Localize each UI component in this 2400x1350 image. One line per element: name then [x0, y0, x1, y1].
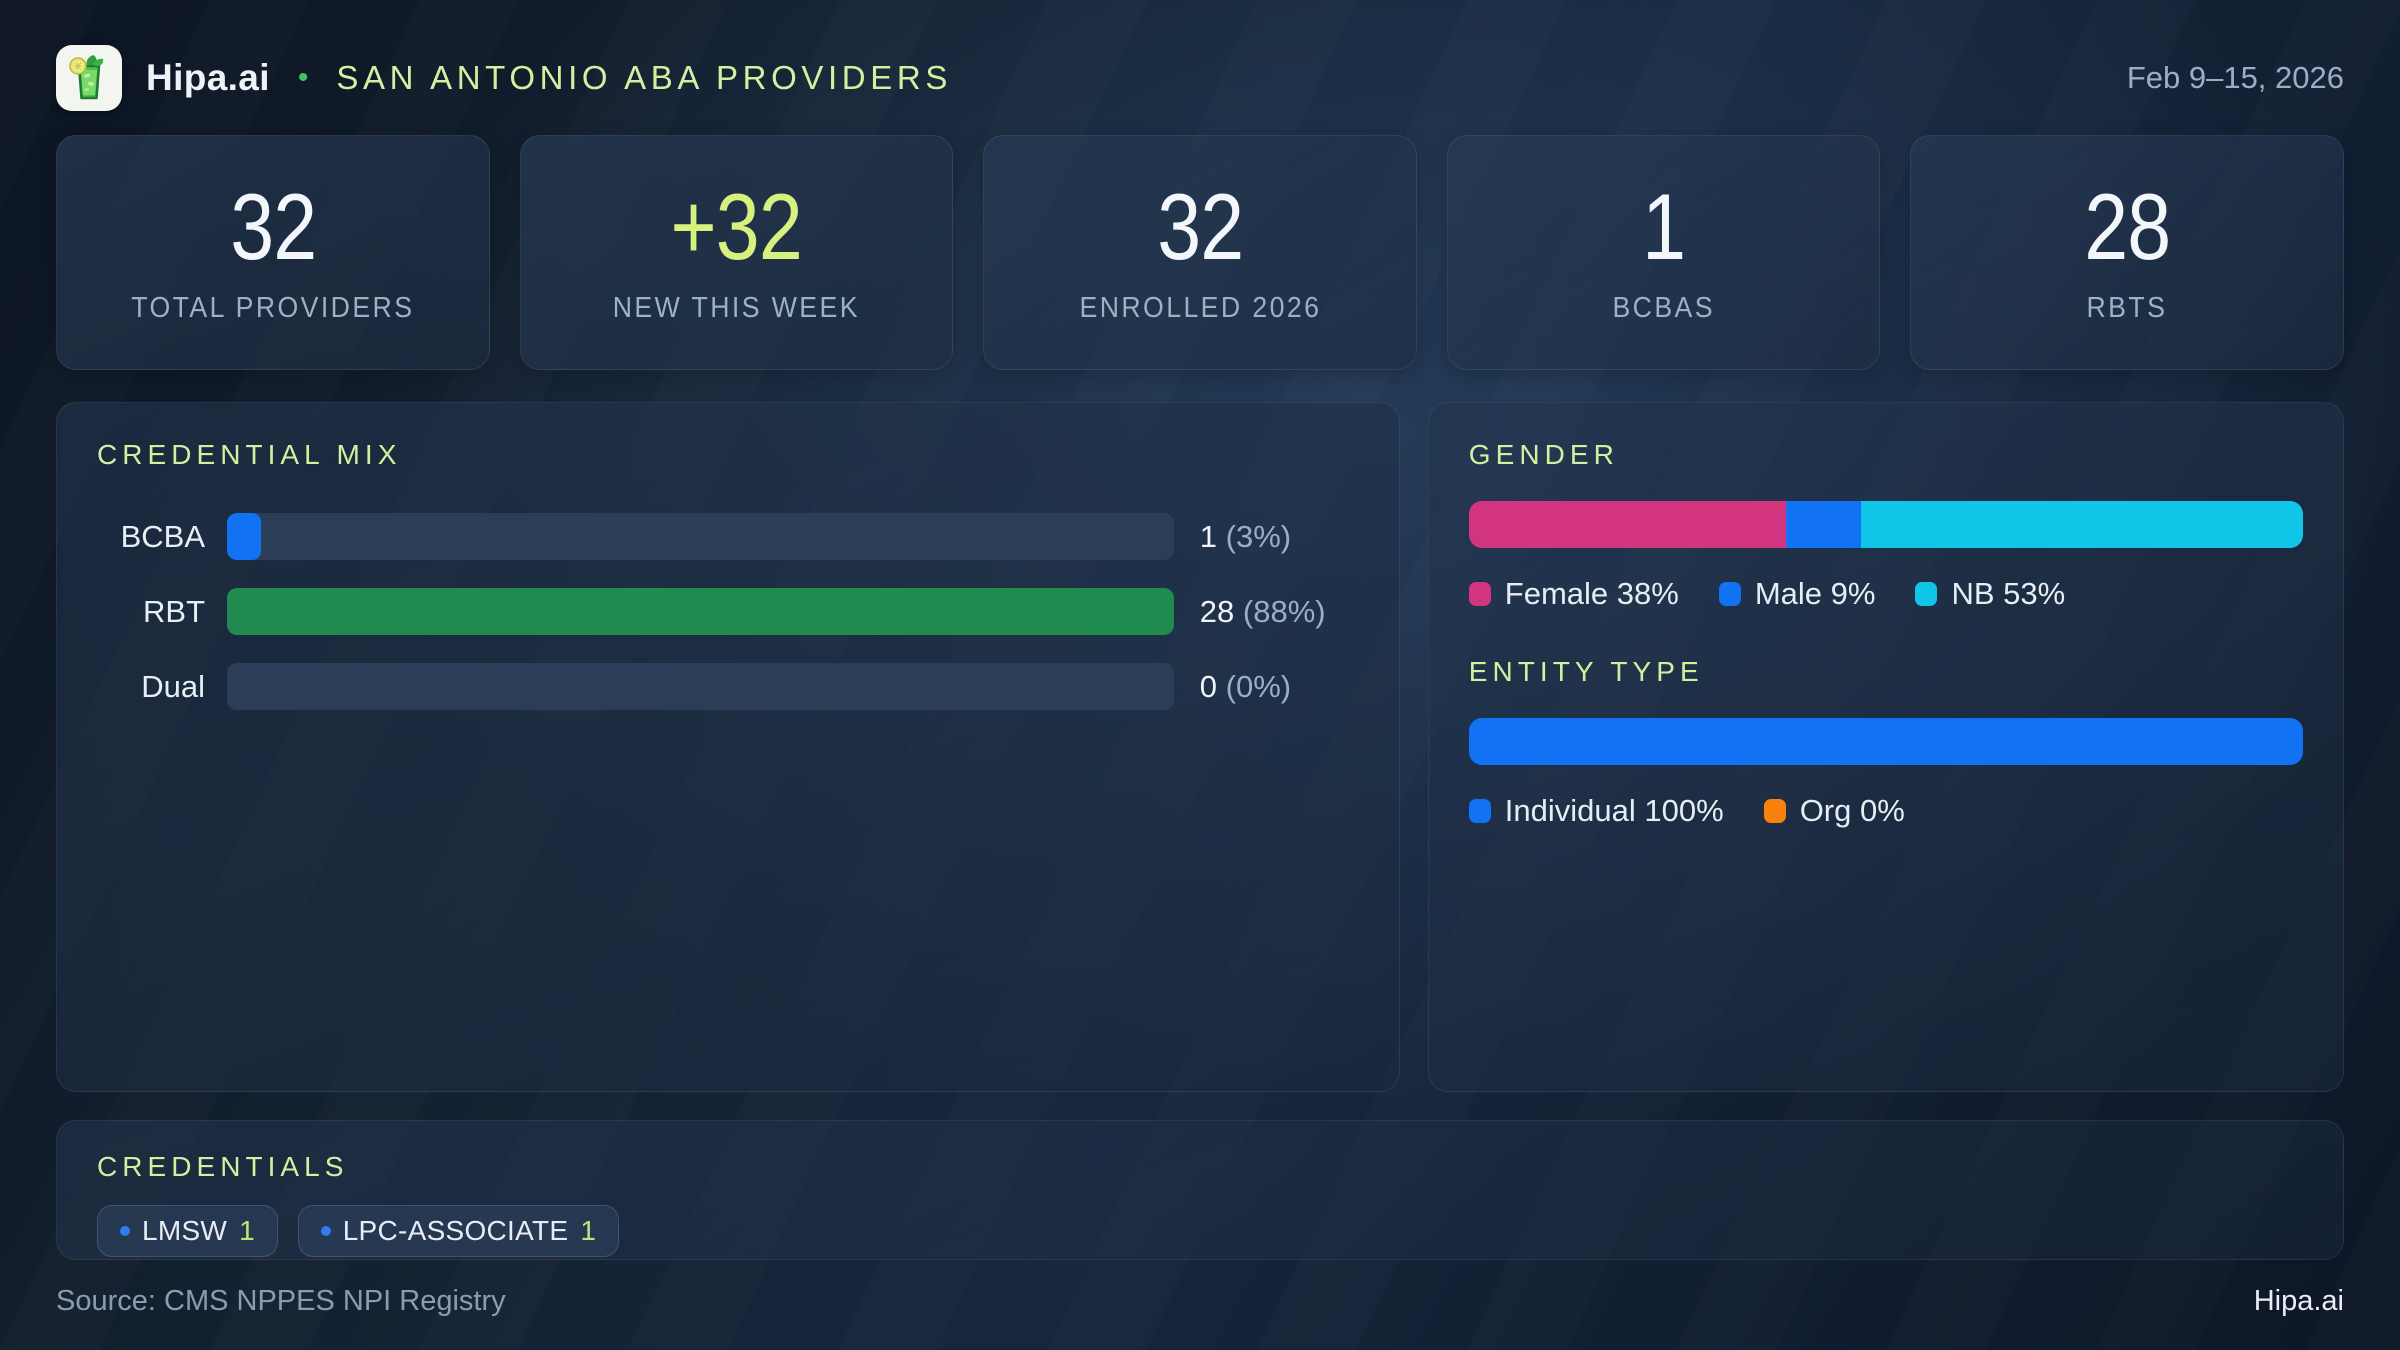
stat-label: NEW THIS WEEK [612, 292, 860, 324]
legend-label: Org 0% [1799, 793, 1905, 828]
credential-bar-fill [227, 588, 1174, 635]
gender-legend: Female 38% Male 9% NB 53% [1468, 576, 2303, 612]
credential-bar-track [227, 663, 1174, 710]
chip-dot-icon [120, 1226, 130, 1236]
stat-card-rbts: 28 RBTS [1910, 135, 2344, 370]
footer: Source: CMS NPPES NPI Registry Hipa.ai [56, 1285, 2344, 1326]
gender-stacked-bar [1468, 501, 2303, 548]
chip-count: 1 [580, 1215, 596, 1246]
footer-brand: Hipa.ai [2253, 1285, 2344, 1317]
demographics-panel: GENDER Female 38% Male 9% NB 53% ENTITY … [1427, 402, 2344, 1092]
chip-count: 1 [239, 1215, 255, 1246]
date-range: Feb 9–15, 2026 [2126, 60, 2344, 95]
stat-card-bcbas: 1 BCBAS [1446, 135, 1881, 370]
legend-label: Female 38% [1504, 576, 1679, 611]
credentials-panel: CREDENTIALS LMSW 1 LPC-ASSOCIATE 1 [56, 1120, 2344, 1260]
legend-label: Individual 100% [1504, 793, 1724, 828]
brand-name: Hipa.ai [146, 57, 270, 98]
credential-row-label: BCBA [120, 518, 205, 554]
data-source-note: Source: CMS NPPES NPI Registry [56, 1285, 506, 1317]
credential-chips: LMSW 1 LPC-ASSOCIATE 1 [97, 1205, 2303, 1257]
app-logo [56, 45, 122, 111]
entity-type-stacked-bar [1468, 718, 2303, 765]
stat-label: BCBAS [1612, 292, 1715, 324]
stat-label: ENROLLED 2026 [1079, 292, 1321, 324]
credential-mix-panel: CREDENTIAL MIX BCBA 1 (3%) RBT 28 (88%) … [56, 402, 1400, 1092]
gender-legend-female: Female 38% [1468, 576, 1679, 612]
stat-card-enrolled-2026: 32 ENROLLED 2026 [983, 135, 1417, 370]
gender-segment-nb [1860, 501, 2303, 548]
stat-value: 1 [1642, 174, 1686, 279]
gender-title: GENDER [1468, 439, 1619, 470]
gender-legend-male: Male 9% [1718, 576, 1876, 612]
credential-row-value: 28 (88%) [1199, 593, 1326, 629]
stat-value: 32 [229, 174, 317, 279]
legend-swatch-icon [1763, 799, 1786, 823]
credentials-title: CREDENTIALS [97, 1151, 349, 1182]
credential-row-value: 1 (3%) [1199, 518, 1292, 554]
credential-row-rbt: RBT 28 (88%) [97, 588, 1359, 635]
stat-cards-row: 32 TOTAL PROVIDERS +32 NEW THIS WEEK 32 … [56, 135, 2344, 370]
legend-swatch-icon [1915, 582, 1938, 606]
chip-label: LMSW [142, 1215, 228, 1246]
legend-swatch-icon [1718, 582, 1741, 606]
page-title: SAN ANTONIO ABA PROVIDERS [336, 59, 952, 96]
gender-legend-nb: NB 53% [1915, 576, 2065, 612]
separator-dot-icon: • [297, 61, 309, 94]
stat-value: +32 [670, 174, 803, 279]
mojito-glass-icon [69, 55, 104, 100]
legend-swatch-icon [1468, 799, 1491, 823]
stat-value: 32 [1156, 174, 1244, 279]
gender-segment-female [1468, 501, 1786, 548]
credential-chip-lpc-associate: LPC-ASSOCIATE 1 [297, 1205, 619, 1257]
credential-row-label: RBT [143, 593, 205, 629]
main-panels: CREDENTIAL MIX BCBA 1 (3%) RBT 28 (88%) … [56, 402, 2344, 1092]
entity-type-legend: Individual 100% Org 0% [1468, 793, 2303, 829]
entity-legend-org: Org 0% [1763, 793, 1905, 829]
credential-row-dual: Dual 0 (0%) [97, 663, 1359, 710]
credential-bar-track [227, 588, 1174, 635]
stat-card-new-this-week: +32 NEW THIS WEEK [519, 135, 954, 370]
gender-segment-male [1785, 501, 1861, 548]
chip-dot-icon [320, 1226, 331, 1236]
credential-mix-chart: BCBA 1 (3%) RBT 28 (88%) Dual 0 (0%) [97, 513, 1359, 710]
legend-label: Male 9% [1754, 576, 1876, 611]
credential-row-bcba: BCBA 1 (3%) [97, 513, 1359, 560]
entity-segment-individual [1468, 718, 2303, 765]
credential-bar-fill [227, 513, 262, 560]
credential-chip-lmsw: LMSW 1 [97, 1205, 278, 1257]
header: Hipa.ai • SAN ANTONIO ABA PROVIDERS Feb … [56, 45, 2344, 111]
legend-label: NB 53% [1951, 576, 2066, 611]
stat-card-total-providers: 32 TOTAL PROVIDERS [56, 135, 490, 370]
stat-label: TOTAL PROVIDERS [131, 292, 415, 324]
credential-row-label: Dual [141, 668, 205, 704]
stat-label: RBTS [2086, 292, 2168, 324]
credential-mix-title: CREDENTIAL MIX [97, 439, 402, 470]
credential-bar-track [227, 513, 1174, 560]
brand-group: Hipa.ai • SAN ANTONIO ABA PROVIDERS [56, 45, 952, 111]
stat-value: 28 [2084, 174, 2171, 279]
entity-type-title: ENTITY TYPE [1468, 656, 1704, 687]
entity-legend-individual: Individual 100% [1468, 793, 1724, 829]
legend-swatch-icon [1468, 582, 1491, 606]
chip-label: LPC-ASSOCIATE [342, 1215, 569, 1246]
credential-row-value: 0 (0%) [1199, 668, 1292, 704]
